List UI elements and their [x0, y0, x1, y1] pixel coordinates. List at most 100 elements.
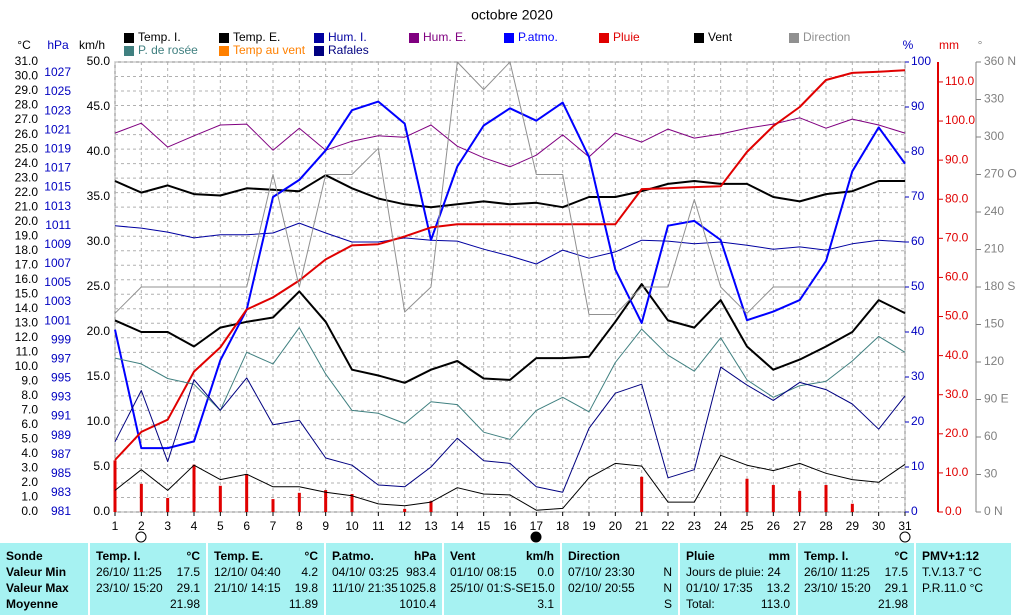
y-tick-label: 1007 [44, 256, 71, 270]
y-tick-label: 300 [984, 129, 1004, 143]
header-text: Vent [450, 549, 476, 563]
rain-bar [139, 483, 143, 512]
y-tick-label: 989 [51, 428, 71, 442]
cell-value: 19.8 [294, 581, 318, 595]
cell-text: 04/10/ 03:25 [332, 565, 399, 579]
cell-text: P.R.11.0 °C [922, 581, 984, 595]
table-row: 21.98 [804, 596, 908, 612]
x-tick-label: 10 [345, 519, 359, 533]
table-row: 26/10/ 11:25 17.5 [96, 564, 200, 580]
summary-table: Sonde Valeur Min Valeur Max Moyenne Temp. I.… [0, 543, 1024, 615]
table-row: 3.1 [450, 596, 554, 612]
row-label: Moyenne [6, 597, 59, 611]
series-line [114, 69, 906, 461]
column-header: Temp. I. °C [96, 548, 200, 564]
table-row: P.R.11.0 °C [922, 580, 1005, 596]
y-tick-label: 10.0 [15, 359, 39, 373]
table-column: Vent km/h 01/10/ 08:15 0.0 25/10/ 01:S-SE 15.… [444, 543, 560, 615]
table-row: 1010.4 [332, 596, 436, 612]
table-row: 11/10/ 21:35 1025.8 [332, 580, 436, 596]
y-tick-label: 7.0 [21, 403, 38, 417]
header-text: Temp. E. [214, 549, 264, 563]
series-line [114, 61, 905, 315]
x-tick-label: 2 [138, 519, 145, 533]
cell-text: 23/10/ 15:20 [804, 581, 871, 595]
y-tick-label: 20.0 [87, 324, 111, 338]
y-tick-label: 1009 [44, 237, 71, 251]
cell-value: 3.1 [537, 597, 554, 611]
axis-title: hPa [47, 38, 69, 52]
y-tick-label: 150 [984, 317, 1004, 331]
y-tick-label: 25.0 [15, 141, 39, 155]
legend-label: Temp. E. [233, 30, 280, 44]
y-tick-label: 0 [911, 504, 918, 518]
cell-text: 01/10/ 08:15 [450, 565, 517, 579]
cell-value: 4.2 [301, 565, 318, 579]
x-tick-label: 7 [270, 519, 277, 533]
y-tick-label: 11.0 [16, 344, 39, 358]
y-tick-label: 981 [51, 504, 71, 518]
cell-value: 11.89 [288, 597, 318, 611]
y-tick-label: 100 [911, 54, 931, 68]
column-header: Temp. E. °C [214, 548, 318, 564]
y-tick-label: 999 [51, 332, 71, 346]
y-tick-label: 50 [911, 279, 925, 293]
x-tick-label: 30 [872, 519, 886, 533]
y-tick-label: 1011 [45, 218, 71, 232]
y-tick-label: 1017 [44, 161, 71, 175]
x-tick-label: 8 [296, 519, 303, 533]
cell-value: 1010.4 [399, 597, 436, 611]
moon-icon [135, 531, 147, 543]
x-tick-label: 16 [503, 519, 517, 533]
y-tick-label: 0.0 [21, 504, 38, 518]
x-tick-label: 28 [819, 519, 833, 533]
x-tick-label: 11 [372, 519, 385, 533]
y-tick-label: 28.0 [15, 98, 39, 112]
x-tick-label: 22 [661, 519, 675, 533]
y-tick-label: 29.0 [15, 83, 39, 97]
y-tick-label: 4.0 [21, 446, 38, 460]
table-column: P.atmo. hPa 04/10/ 03:25 983.4 11/10/ 21:35 1… [326, 543, 442, 615]
y-tick-label: 19.0 [15, 228, 39, 242]
series-line [114, 327, 906, 440]
y-tick-label: 100.0 [945, 113, 975, 127]
x-tick-label: 1 [112, 519, 119, 533]
rain-bar [429, 501, 433, 512]
y-tick-label: 30.0 [945, 387, 969, 401]
legend-label: Temp. I. [138, 30, 181, 44]
y-tick-label: 1019 [44, 141, 71, 155]
y-tick-label: 21.0 [15, 199, 39, 213]
table-column: Temp. I. °C 26/10/ 11:25 17.5 23/10/ 15:20 29… [798, 543, 914, 615]
x-tick-label: 19 [582, 519, 596, 533]
table-column: Temp. E. °C 12/10/ 04:40 4.2 21/10/ 14:15 19.… [208, 543, 324, 615]
y-tick-label: 60.0 [945, 270, 969, 284]
y-tick-label: 20.0 [15, 214, 39, 228]
cell-text: 25/10/ 01:S-SE [450, 581, 532, 595]
rain-bar [640, 476, 644, 512]
y-tick-label: 9.0 [21, 374, 38, 388]
rain-bar [745, 478, 749, 512]
y-tick-label: 35.0 [87, 189, 111, 203]
legend-label: Direction [803, 30, 850, 44]
y-tick-label: 995 [51, 371, 71, 385]
x-tick-label: 25 [740, 519, 754, 533]
table-row: 01/10/ 17:35 13.2 [686, 580, 790, 596]
series-line [114, 222, 906, 265]
y-tick-label: 15.0 [15, 286, 39, 300]
legend-swatch [314, 33, 324, 43]
y-tick-label: 0.0 [93, 504, 110, 518]
unit-text: °C [186, 549, 200, 563]
x-tick-label: 29 [846, 519, 860, 533]
y-tick-label: 50.0 [87, 54, 111, 68]
y-tick-label: 270 O [984, 167, 1017, 181]
cell-value: 17.5 [884, 565, 908, 579]
y-tick-label: 330 [984, 92, 1004, 106]
y-tick-label: 45.0 [87, 99, 111, 113]
column-header: Pluie mm [686, 548, 790, 564]
moon-icon [899, 531, 911, 543]
series-line [114, 454, 906, 511]
axis-title: mm [939, 38, 959, 52]
column-header: P.atmo. hPa [332, 548, 436, 564]
y-tick-label: 60 [911, 234, 925, 248]
y-tick-label: 1.0 [21, 490, 38, 504]
